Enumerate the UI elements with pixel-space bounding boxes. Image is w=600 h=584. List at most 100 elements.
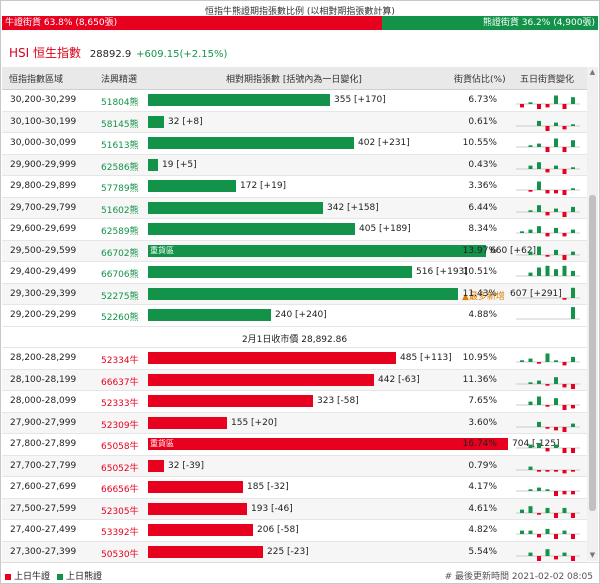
- index-range: 29,600-29,699: [10, 224, 77, 234]
- five-day-sparkline: [516, 376, 580, 389]
- warrant-code-link[interactable]: 66637牛: [101, 377, 139, 388]
- sparkline-bar: [571, 140, 575, 147]
- sparkline-bar: [545, 190, 550, 194]
- warrant-code-link[interactable]: 50530牛: [101, 549, 139, 560]
- sparkline-bar: [528, 102, 533, 104]
- index-range: 27,800-27,899: [10, 439, 77, 449]
- sparkline-bar: [528, 489, 533, 491]
- outstanding-pct: 5.54%: [468, 546, 497, 557]
- sparkline-bar: [537, 469, 541, 472]
- table-row: 29,400-29,499 66706熊 516 [+193] 10.51%: [2, 262, 587, 284]
- sparkline-bar: [562, 362, 567, 366]
- index-range: 27,600-27,699: [10, 482, 77, 492]
- warrant-code-link[interactable]: 52305牛: [101, 506, 139, 517]
- sparkline-bar: [571, 448, 575, 453]
- bull-contracts-bar: 重貨區: [148, 438, 508, 450]
- warrant-code-link[interactable]: 51602熊: [101, 205, 139, 216]
- warrant-code-link[interactable]: 52309牛: [101, 420, 139, 431]
- sparkline-bar: [562, 147, 567, 152]
- sparkline-bar: [545, 448, 550, 452]
- outstanding-pct: 4.61%: [468, 503, 497, 514]
- sparkline-bar: [545, 548, 550, 556]
- sparkline-bar: [537, 555, 541, 561]
- index-quote: HSI 恒生指數 28892.9 +609.15(+2.15%): [9, 44, 227, 61]
- sparkline-bar: [537, 396, 541, 405]
- sparkline-bar: [528, 209, 533, 212]
- sparkline-bar: [554, 227, 558, 233]
- warrant-code-link[interactable]: 51804熊: [101, 98, 139, 108]
- index-range: 27,700-27,799: [10, 460, 77, 471]
- scroll-down-icon[interactable]: ▼: [589, 551, 596, 559]
- sparkline-bar: [571, 270, 575, 276]
- index-range: 28,200-28,299: [10, 353, 77, 363]
- sparkline-bar: [554, 165, 558, 169]
- sparkline-bar: [571, 166, 575, 169]
- header-range: 恒指指數區域: [9, 75, 64, 85]
- warrant-code-link[interactable]: 52334牛: [101, 356, 139, 366]
- warrant-code-link[interactable]: 53392牛: [101, 528, 139, 538]
- sparkline-bar: [571, 206, 575, 212]
- warrant-code-link[interactable]: 57789熊: [101, 184, 139, 194]
- table-row: 30,000-30,099 51613熊 402 [+231] 10.55%: [2, 133, 587, 155]
- outstanding-pct: 11.43%: [462, 288, 497, 299]
- five-day-sparkline: [516, 421, 580, 432]
- bull-contracts-bar: [148, 395, 313, 407]
- sparkline-bar: [571, 383, 575, 389]
- warrant-code-link[interactable]: 66656牛: [101, 485, 139, 495]
- sparkline-bar: [571, 251, 575, 255]
- sparkline-bar: [545, 507, 550, 513]
- five-day-sparkline: [516, 505, 580, 518]
- index-range: 28,100-28,199: [10, 374, 77, 385]
- sparkline-bar: [562, 552, 567, 556]
- bear-contracts-bar: [148, 223, 355, 235]
- sparkline-bar: [562, 125, 567, 129]
- contracts-value: 405 [+189]: [359, 224, 411, 234]
- bear-contracts-bar: [148, 158, 158, 171]
- warrant-code-link[interactable]: 58145熊: [101, 119, 139, 130]
- vertical-scrollbar[interactable]: ▲ ▼: [587, 67, 598, 561]
- sparkline-bar: [537, 380, 541, 384]
- outstanding-pct: 13.97%: [462, 245, 497, 256]
- sparkline-bar: [571, 123, 575, 126]
- warrant-code-link[interactable]: 66706熊: [101, 270, 139, 280]
- contracts-value: 225 [-23]: [267, 546, 309, 557]
- warrant-code-link[interactable]: 62589熊: [101, 227, 139, 237]
- table-row: 28,000-28,099 52333牛 323 [-58] 7.65%: [2, 391, 587, 413]
- scroll-thumb[interactable]: [589, 195, 596, 511]
- sparkline-bar: [554, 95, 558, 104]
- scroll-up-icon[interactable]: ▲: [589, 68, 596, 76]
- sparkline-bar: [528, 251, 533, 255]
- sparkline-bar: [571, 555, 575, 561]
- contracts-value: 32 [+8]: [168, 116, 203, 127]
- table-row: 29,200-29,299 52260熊 240 [+240] 4.88%: [2, 305, 587, 327]
- sparkline-bar: [520, 360, 524, 362]
- outstanding-pct: 6.44%: [468, 202, 497, 213]
- table-row: 27,300-27,399 50530牛 225 [-23] 5.54%: [2, 541, 587, 563]
- warrant-code-link[interactable]: 52260熊: [101, 313, 139, 323]
- warrant-code-link[interactable]: 65052牛: [101, 463, 139, 474]
- sparkline-bar: [562, 297, 567, 300]
- warrant-code-link[interactable]: 66702熊: [101, 248, 139, 259]
- contracts-value: 342 [+158]: [327, 202, 379, 213]
- index-name[interactable]: HSI 恒生指數: [9, 46, 81, 60]
- table-row: 29,500-29,599 66702熊 重貨區 660 [+62] 13.97%: [2, 240, 587, 262]
- sparkline-bar: [562, 168, 567, 174]
- sparkline-bar: [537, 487, 541, 491]
- sparkline-bar: [528, 229, 533, 233]
- warrant-code-link[interactable]: 62586熊: [101, 162, 139, 173]
- warrant-code-link[interactable]: 51613熊: [101, 141, 139, 151]
- warrant-code-link[interactable]: 52275熊: [101, 291, 139, 302]
- bear-contracts-bar: [148, 94, 330, 106]
- table-row: 29,700-29,799 51602熊 342 [+158] 6.44%: [2, 197, 587, 219]
- table-row: 27,800-27,899 65058牛 重貨區 704 [-125] 16.74%: [2, 434, 587, 456]
- bear-rows: 30,200-30,299 51804熊 355 [+170] 6.73% 30,100…: [2, 90, 587, 327]
- sparkline-bar: [528, 190, 533, 192]
- contracts-value: 240 [+240]: [275, 310, 327, 320]
- sparkline-bar: [571, 423, 575, 427]
- outstanding-pct: 16.74%: [462, 439, 497, 449]
- sparkline-bar: [562, 383, 567, 387]
- sparkline-bar: [528, 552, 533, 556]
- outstanding-pct: 3.36%: [468, 181, 497, 191]
- warrant-code-link[interactable]: 65058牛: [101, 442, 139, 452]
- warrant-code-link[interactable]: 52333牛: [101, 399, 139, 409]
